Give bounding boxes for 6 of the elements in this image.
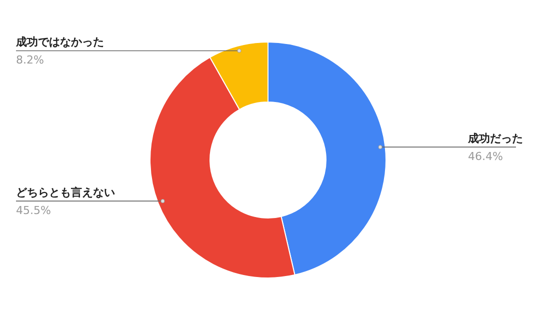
slice-label: どちらとも言えない [16, 186, 115, 200]
data-label: 45.5% [16, 204, 51, 218]
data-label: 46.4% [468, 150, 503, 164]
data-label: 8.2% [16, 54, 44, 67]
slice-label: 成功ではなかった [15, 36, 104, 49]
slice-label: 成功だった [467, 132, 523, 146]
